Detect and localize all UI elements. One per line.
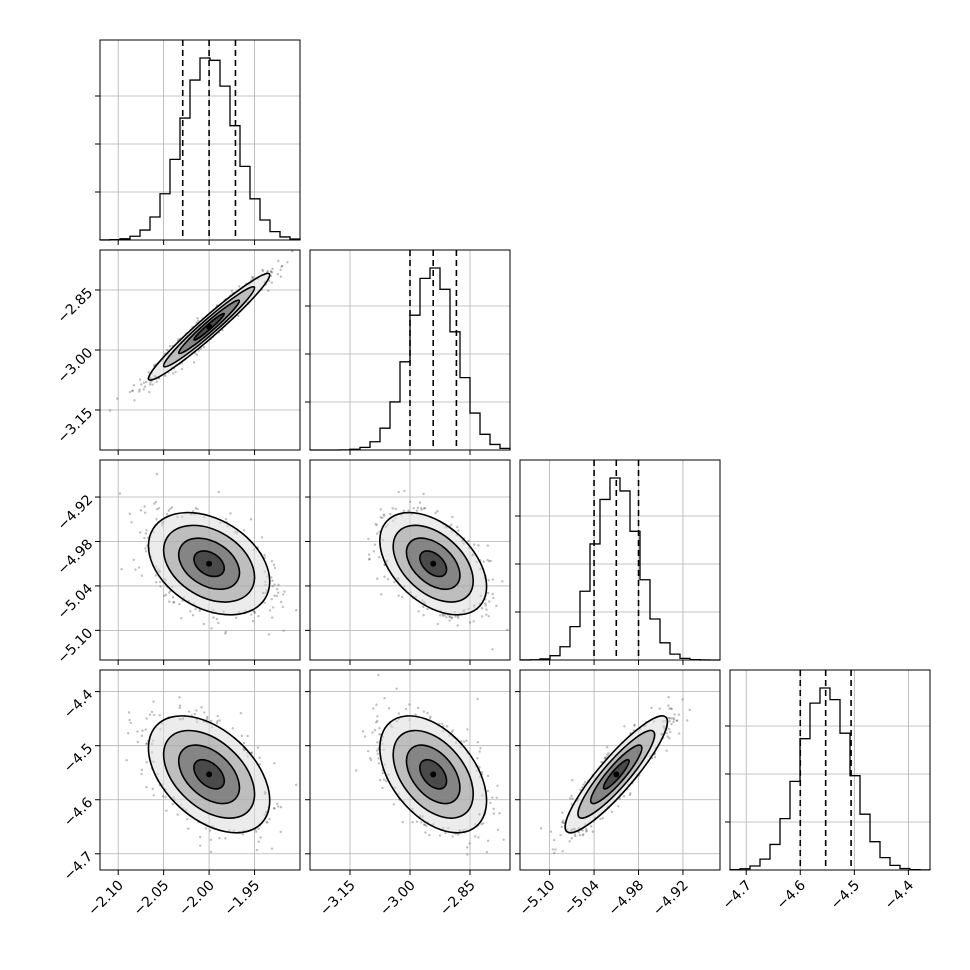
density-peak-2-1	[430, 560, 437, 567]
y-tick-label: −5.10	[55, 625, 97, 667]
y-tick-label: −4.92	[55, 492, 97, 534]
density-peak-2-0	[206, 560, 213, 567]
y-tick-label: −4.7	[61, 849, 96, 884]
x-tick-label: −4.6	[774, 877, 809, 912]
x-tick-label: −4.4	[882, 877, 917, 912]
histogram-panel-0	[95, 39, 301, 245]
histogram-step-0	[99, 57, 301, 241]
panel-frame	[519, 669, 721, 871]
x-tick-label: −3.15	[317, 877, 359, 919]
y-tick-label: −5.04	[55, 581, 97, 623]
x-tick-label: −4.98	[606, 877, 648, 919]
panel-frame	[309, 249, 511, 451]
panel-frame	[99, 39, 301, 241]
joint-panel-2-0	[95, 459, 301, 665]
x-tick-label: −4.7	[720, 877, 755, 912]
histogram-panel-1	[305, 249, 511, 455]
y-tick-label: −4.6	[61, 795, 96, 830]
y-tick-label: −4.98	[55, 536, 97, 578]
y-tick-label: −2.85	[55, 285, 97, 327]
histogram-step-2	[519, 477, 721, 661]
density-peak-1-0	[206, 323, 213, 330]
panel-frame	[99, 459, 301, 661]
x-tick-label: −2.85	[437, 877, 479, 919]
panel-frame	[519, 459, 721, 661]
density-peak-3-1	[430, 771, 437, 778]
histogram-panel-2	[515, 459, 721, 665]
joint-panel-3-1	[305, 669, 511, 875]
x-tick-label: −2.00	[176, 877, 218, 919]
panel-frame	[309, 459, 511, 661]
y-tick-label: −3.15	[55, 405, 97, 447]
y-tick-label: −3.00	[55, 345, 97, 387]
panel-frame	[309, 669, 511, 871]
panel-frame	[99, 249, 301, 451]
joint-panel-3-0	[95, 669, 301, 875]
x-tick-label: −5.04	[561, 877, 603, 919]
x-tick-label: −4.92	[650, 877, 692, 919]
density-peak-3-2	[613, 771, 620, 778]
histogram-step-3	[729, 687, 931, 871]
joint-panel-1-0	[95, 249, 301, 455]
y-tick-label: −4.5	[61, 741, 96, 776]
y-tick-label: −4.4	[61, 687, 96, 722]
joint-panel-2-1	[305, 459, 511, 665]
panel-frame	[729, 669, 931, 871]
x-tick-label: −2.05	[131, 877, 173, 919]
x-tick-label: −5.10	[517, 877, 559, 919]
x-tick-label: −3.00	[377, 877, 419, 919]
histogram-panel-3	[725, 669, 931, 875]
x-tick-label: −1.95	[222, 877, 264, 919]
x-tick-label: −4.5	[828, 877, 863, 912]
panel-frame	[99, 669, 301, 871]
x-tick-label: −2.10	[85, 877, 127, 919]
density-peak-3-0	[206, 771, 213, 778]
joint-panel-3-2	[515, 669, 721, 875]
